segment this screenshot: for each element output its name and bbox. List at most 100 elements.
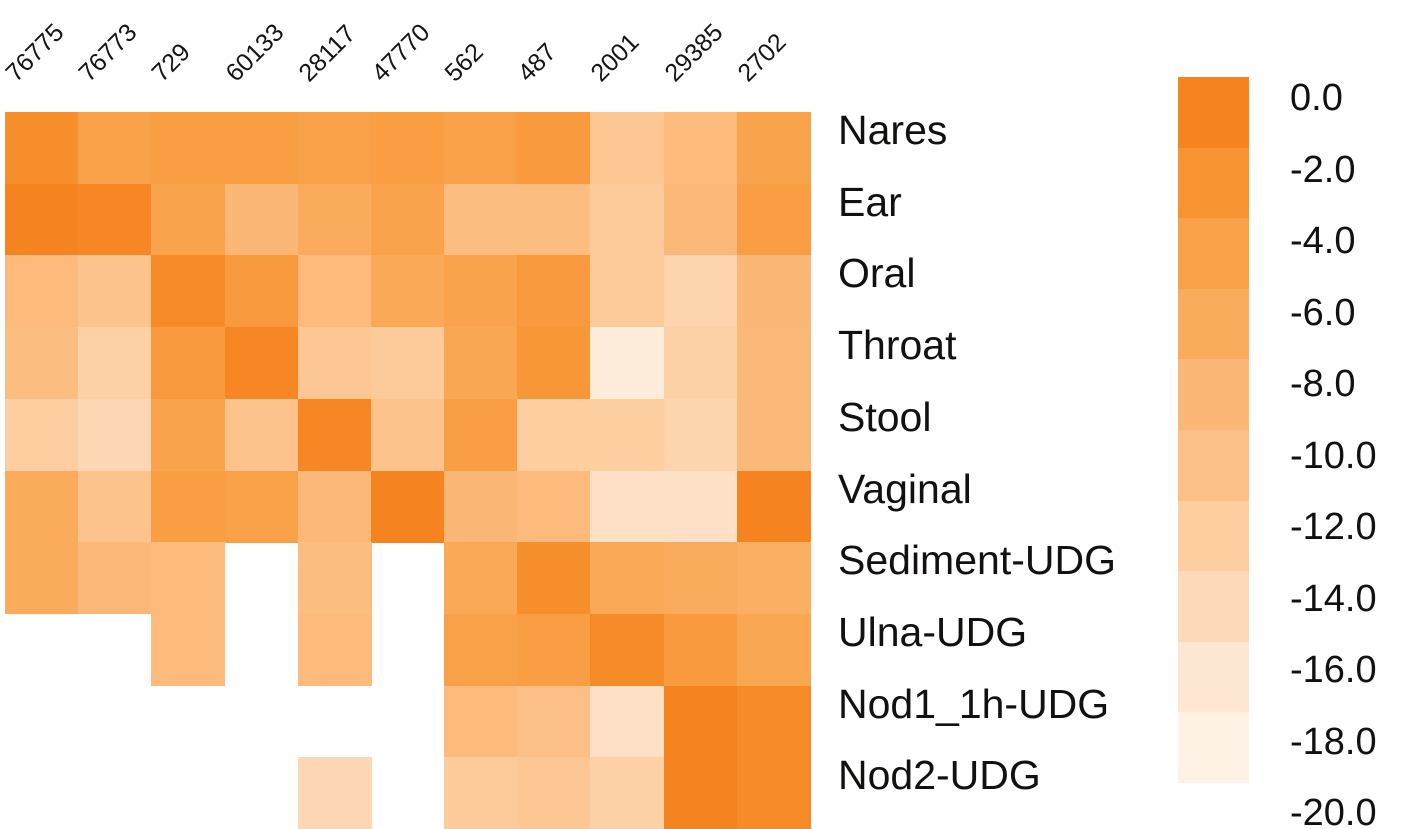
column-header-label: 2702 — [732, 28, 792, 88]
heatmap-cell — [78, 183, 152, 256]
column-header-label: 29385 — [659, 18, 729, 88]
heatmap-cell — [517, 398, 592, 472]
heatmap-cell — [736, 398, 811, 472]
colorbar-block — [1178, 641, 1249, 713]
heatmap-cell — [151, 183, 226, 256]
row-label: Nares — [838, 107, 948, 153]
heatmap-cell — [224, 327, 299, 400]
heatmap-cell — [736, 542, 811, 615]
colorbar-block — [1178, 77, 1249, 149]
heatmap-cell — [590, 398, 665, 472]
heatmap-cell — [78, 542, 152, 615]
heatmap-cell — [370, 398, 445, 472]
heatmap-cell — [590, 613, 665, 687]
heatmap-cell — [736, 255, 811, 328]
heatmap-cell — [517, 542, 592, 615]
heatmap-cell — [736, 327, 811, 400]
heatmap-cell — [663, 327, 738, 400]
heatmap-cell — [5, 183, 79, 256]
heatmap-cell — [663, 613, 738, 687]
row-label: Nod1_1h-UDG — [838, 680, 1110, 727]
heatmap-cell — [517, 685, 592, 758]
colorbar-block — [1178, 500, 1249, 572]
heatmap-cell — [444, 183, 518, 256]
colorbar-tick-label: -6.0 — [1290, 291, 1356, 334]
colorbar-tick-label: -14.0 — [1290, 577, 1377, 620]
column-header-label: 76773 — [73, 18, 143, 88]
heatmap-cell — [663, 757, 738, 829]
heatmap-cell — [590, 685, 665, 758]
heatmap-cell — [736, 470, 811, 543]
heatmap-cell — [151, 255, 226, 328]
heatmap-cell — [224, 183, 299, 256]
row-label: Nod2-UDG — [838, 752, 1041, 799]
heatmap-cell — [590, 255, 665, 328]
heatmap-cell — [517, 470, 592, 543]
heatmap-cell — [663, 112, 738, 185]
heatmap-cell — [444, 470, 518, 543]
heatmap-cell — [297, 255, 372, 328]
heatmap-cell — [297, 183, 372, 256]
heatmap-cell — [224, 112, 299, 185]
row-label: Ear — [838, 178, 902, 225]
heatmap-cell — [663, 398, 738, 472]
row-label: Ulna-UDG — [838, 608, 1028, 655]
row-label: Oral — [838, 250, 916, 297]
heatmap-cell — [5, 327, 79, 400]
heatmap-cell — [663, 255, 738, 328]
colorbar-tick-label: -4.0 — [1290, 220, 1356, 262]
heatmap-cell — [151, 542, 226, 615]
heatmap-cell — [78, 470, 152, 543]
row-label: Stool — [838, 393, 932, 440]
heatmap-cell — [151, 470, 226, 543]
colorbar-tick-label: -2.0 — [1290, 148, 1356, 191]
row-label: Sediment-UDG — [838, 537, 1116, 584]
heatmap-cell — [5, 112, 79, 185]
heatmap-cell — [151, 398, 226, 472]
heatmap-cell — [444, 398, 518, 472]
colorbar-block — [1178, 712, 1249, 784]
heatmap-cell — [297, 613, 372, 687]
heatmap-cell — [663, 183, 738, 256]
colorbar-block — [1178, 359, 1249, 431]
heatmap-cell — [663, 542, 738, 615]
colorbar-block — [1178, 430, 1249, 502]
heatmap-cell — [297, 327, 372, 400]
colorbar-block — [1178, 218, 1249, 290]
heatmap-cell — [736, 757, 811, 829]
heatmap-cell — [370, 112, 445, 185]
heatmap-cell — [590, 757, 665, 829]
column-header-label: 562 — [439, 37, 489, 88]
heatmap-cell — [297, 112, 372, 185]
colorbar-tick-label: -10.0 — [1290, 434, 1377, 477]
column-header-label: 28117 — [293, 19, 361, 88]
colorbar-tick-label: -20.0 — [1290, 792, 1377, 829]
heatmap-cell — [5, 398, 79, 472]
heatmap-cell — [590, 470, 665, 543]
heatmap-cell — [444, 255, 518, 328]
heatmap-cell — [151, 327, 226, 400]
heatmap-cell — [663, 685, 738, 758]
colorbar-tick-label: -16.0 — [1290, 649, 1377, 691]
column-header-label: 729 — [146, 37, 197, 88]
colorbar-block — [1178, 147, 1249, 219]
heatmap-cell — [517, 327, 592, 400]
colorbar-block — [1178, 288, 1249, 360]
heatmap-cell — [590, 112, 665, 185]
heatmap-cell — [5, 470, 79, 543]
heatmap-cell — [370, 470, 445, 543]
colorbar-block — [1178, 571, 1249, 643]
heatmap-cell — [736, 613, 811, 687]
heatmap-cell — [590, 183, 665, 256]
heatmap-cell — [590, 327, 665, 400]
column-header-label: 2001 — [585, 28, 646, 88]
heatmap-cell — [590, 542, 665, 615]
row-label: Vaginal — [838, 465, 972, 512]
heatmap-cell — [444, 112, 518, 185]
colorbar-tick-label: -8.0 — [1290, 363, 1356, 405]
heatmap-cell — [224, 398, 299, 472]
heatmap-cell — [297, 542, 372, 615]
heatmap-cell — [370, 255, 445, 328]
heatmap-cell — [370, 327, 445, 400]
